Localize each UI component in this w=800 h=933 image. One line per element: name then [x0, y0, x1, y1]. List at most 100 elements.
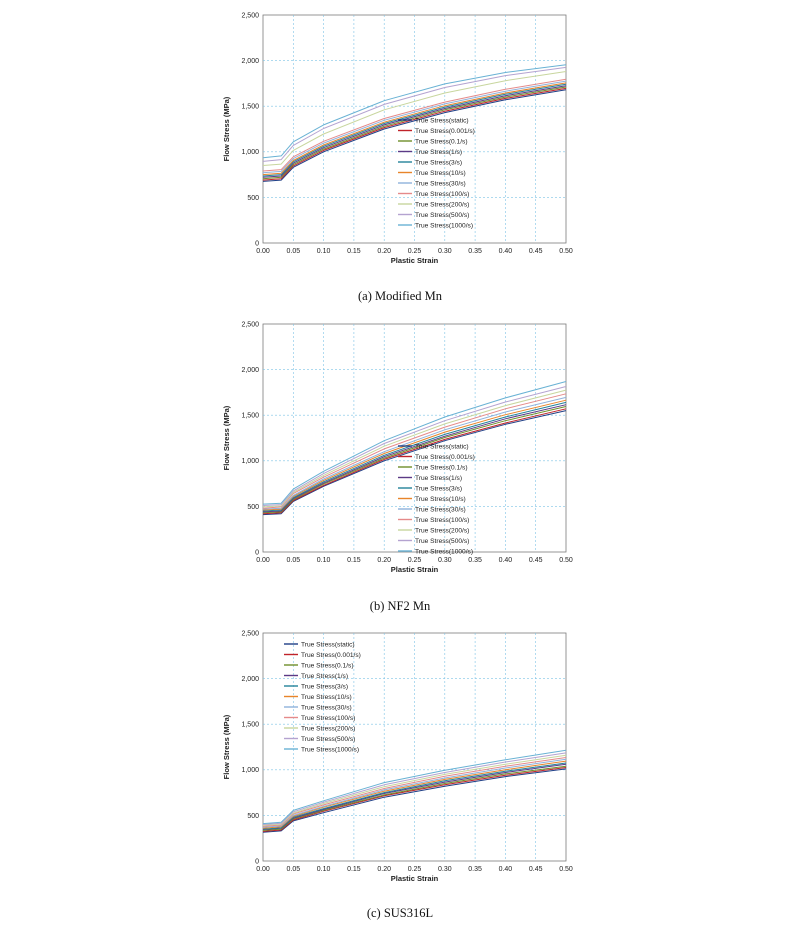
legend-entry: True Stress(3/s)	[301, 683, 348, 690]
x-tick-label: 0.15	[347, 866, 361, 873]
y-tick-label: 2,500	[241, 630, 259, 637]
series-line-6	[262, 399, 567, 511]
series-line-2	[262, 767, 567, 832]
series-line-7	[262, 758, 567, 828]
series-line-10	[262, 66, 567, 162]
series-line-10	[262, 752, 567, 825]
legend: True Stress(static) True Stress(0.001/s) T…	[398, 443, 475, 555]
legend-entry: True Stress(10/s)	[301, 694, 352, 701]
y-axis-title: Flow Stress (MPa)	[222, 405, 231, 470]
legend-entry: True Stress(0.1/s)	[301, 662, 354, 669]
x-tick-label: 0.10	[317, 866, 331, 873]
x-tick-label: 0.15	[347, 248, 361, 255]
legend-entry: True Stress(0.001/s)	[301, 652, 361, 659]
legend-entry: True Stress(1/s)	[415, 149, 462, 156]
x-tick-label: 0.20	[377, 248, 391, 255]
legend-entry: True Stress(200/s)	[415, 201, 469, 208]
legend-entry: True Stress(30/s)	[301, 704, 352, 711]
y-tick-label: 1,500	[241, 104, 259, 111]
x-tick-label: 0.10	[317, 557, 331, 564]
series-line-3	[262, 765, 567, 831]
x-tick-label: 0.30	[438, 866, 452, 873]
series-line-5	[262, 401, 567, 512]
series-line-6	[262, 82, 567, 176]
x-tick-label: 0.05	[286, 248, 300, 255]
x-tick-label: 0.20	[377, 557, 391, 564]
legend-entry: True Stress(3/s)	[415, 159, 462, 166]
legend-entry: True Stress(1000/s)	[415, 222, 473, 229]
x-tick-label: 0.00	[256, 248, 270, 255]
series-line-2	[262, 87, 567, 181]
legend-entry: True Stress(static)	[301, 641, 355, 648]
x-tick-label: 0.30	[438, 557, 452, 564]
series-line-5	[262, 762, 567, 830]
y-tick-label: 2,000	[241, 676, 259, 683]
series-line-4	[262, 404, 567, 513]
x-tick-label: 0.15	[347, 557, 361, 564]
legend-entry: True Stress(0.1/s)	[415, 464, 468, 471]
legend-entry: True Stress(10/s)	[415, 170, 466, 177]
y-tick-label: 500	[247, 813, 259, 820]
series-line-1	[262, 768, 567, 833]
x-tick-label: 0.05	[286, 557, 300, 564]
x-tick-label: 0.35	[468, 248, 482, 255]
legend-entry: True Stress(200/s)	[415, 527, 469, 534]
series-line-5	[262, 83, 567, 177]
x-tick-label: 0.10	[317, 248, 331, 255]
figure-caption: (c) SUS316L	[367, 906, 433, 920]
legend-entry: True Stress(200/s)	[301, 725, 355, 732]
series-line-8	[262, 78, 567, 172]
series-line-1	[262, 89, 567, 182]
legend-entry: True Stress(10/s)	[415, 496, 466, 503]
chart-panel-1: 0 500 1,000 1,500 2,000 2,500 0.00 0.05 0.10 0.15…	[222, 12, 573, 303]
series-line-10	[262, 386, 567, 506]
series-line-9	[262, 71, 567, 166]
series-line-7	[262, 80, 567, 174]
legend: True Stress(static) True Stress(0.001/s) T…	[284, 641, 361, 753]
chart-panel-3: 0 500 1,000 1,500 2,000 2,500 0.00 0.05 0.10 0.15…	[222, 630, 573, 920]
y-tick-label: 1,000	[241, 149, 259, 156]
legend-entry: True Stress(1000/s)	[301, 746, 359, 753]
legend-entry: True Stress(100/s)	[415, 191, 469, 198]
legend-entry: True Stress(100/s)	[415, 517, 469, 524]
x-tick-label: 0.05	[286, 866, 300, 873]
legend-entry: True Stress(1/s)	[301, 673, 348, 680]
legend-entry: True Stress(500/s)	[415, 212, 469, 219]
legend-entry: True Stress(static)	[415, 117, 469, 124]
y-tick-label: 0	[255, 549, 259, 556]
x-tick-label: 0.40	[499, 248, 513, 255]
series-line-1	[262, 410, 567, 516]
y-tick-label: 2,000	[241, 367, 259, 374]
series-line-4	[262, 85, 567, 178]
y-tick-label: 0	[255, 858, 259, 865]
y-tick-label: 2,000	[241, 58, 259, 65]
y-tick-label: 1,000	[241, 458, 259, 465]
x-axis-title: Plastic Strain	[391, 256, 439, 265]
x-tick-label: 0.25	[408, 866, 422, 873]
series-line-9	[262, 754, 567, 826]
x-tick-label: 0.50	[559, 866, 573, 873]
series-line-7	[262, 396, 567, 510]
x-tick-label: 0.40	[499, 866, 513, 873]
y-axis-title: Flow Stress (MPa)	[222, 96, 231, 161]
x-tick-label: 0.35	[468, 557, 482, 564]
y-tick-label: 1,500	[241, 722, 259, 729]
series-line-2	[262, 408, 567, 515]
legend-entry: True Stress(static)	[415, 443, 469, 450]
series-line-3	[262, 406, 567, 514]
legend-entry: True Stress(0.001/s)	[415, 128, 475, 135]
legend-entry: True Stress(30/s)	[415, 180, 466, 187]
series-line-11	[262, 381, 567, 505]
x-axis-title: Plastic Strain	[391, 565, 439, 574]
legend-entry: True Stress(1000/s)	[415, 548, 473, 555]
y-tick-label: 0	[255, 240, 259, 247]
x-tick-label: 0.50	[559, 248, 573, 255]
figure-caption: (b) NF2 Mn	[370, 599, 431, 613]
x-tick-label: 0.25	[408, 248, 422, 255]
series-line-11	[262, 64, 567, 159]
figure-caption: (a) Modified Mn	[358, 289, 443, 303]
legend-entry: True Stress(30/s)	[415, 506, 466, 513]
x-axis-title: Plastic Strain	[391, 874, 439, 883]
x-tick-label: 0.45	[529, 866, 543, 873]
legend-entry: True Stress(1/s)	[415, 475, 462, 482]
